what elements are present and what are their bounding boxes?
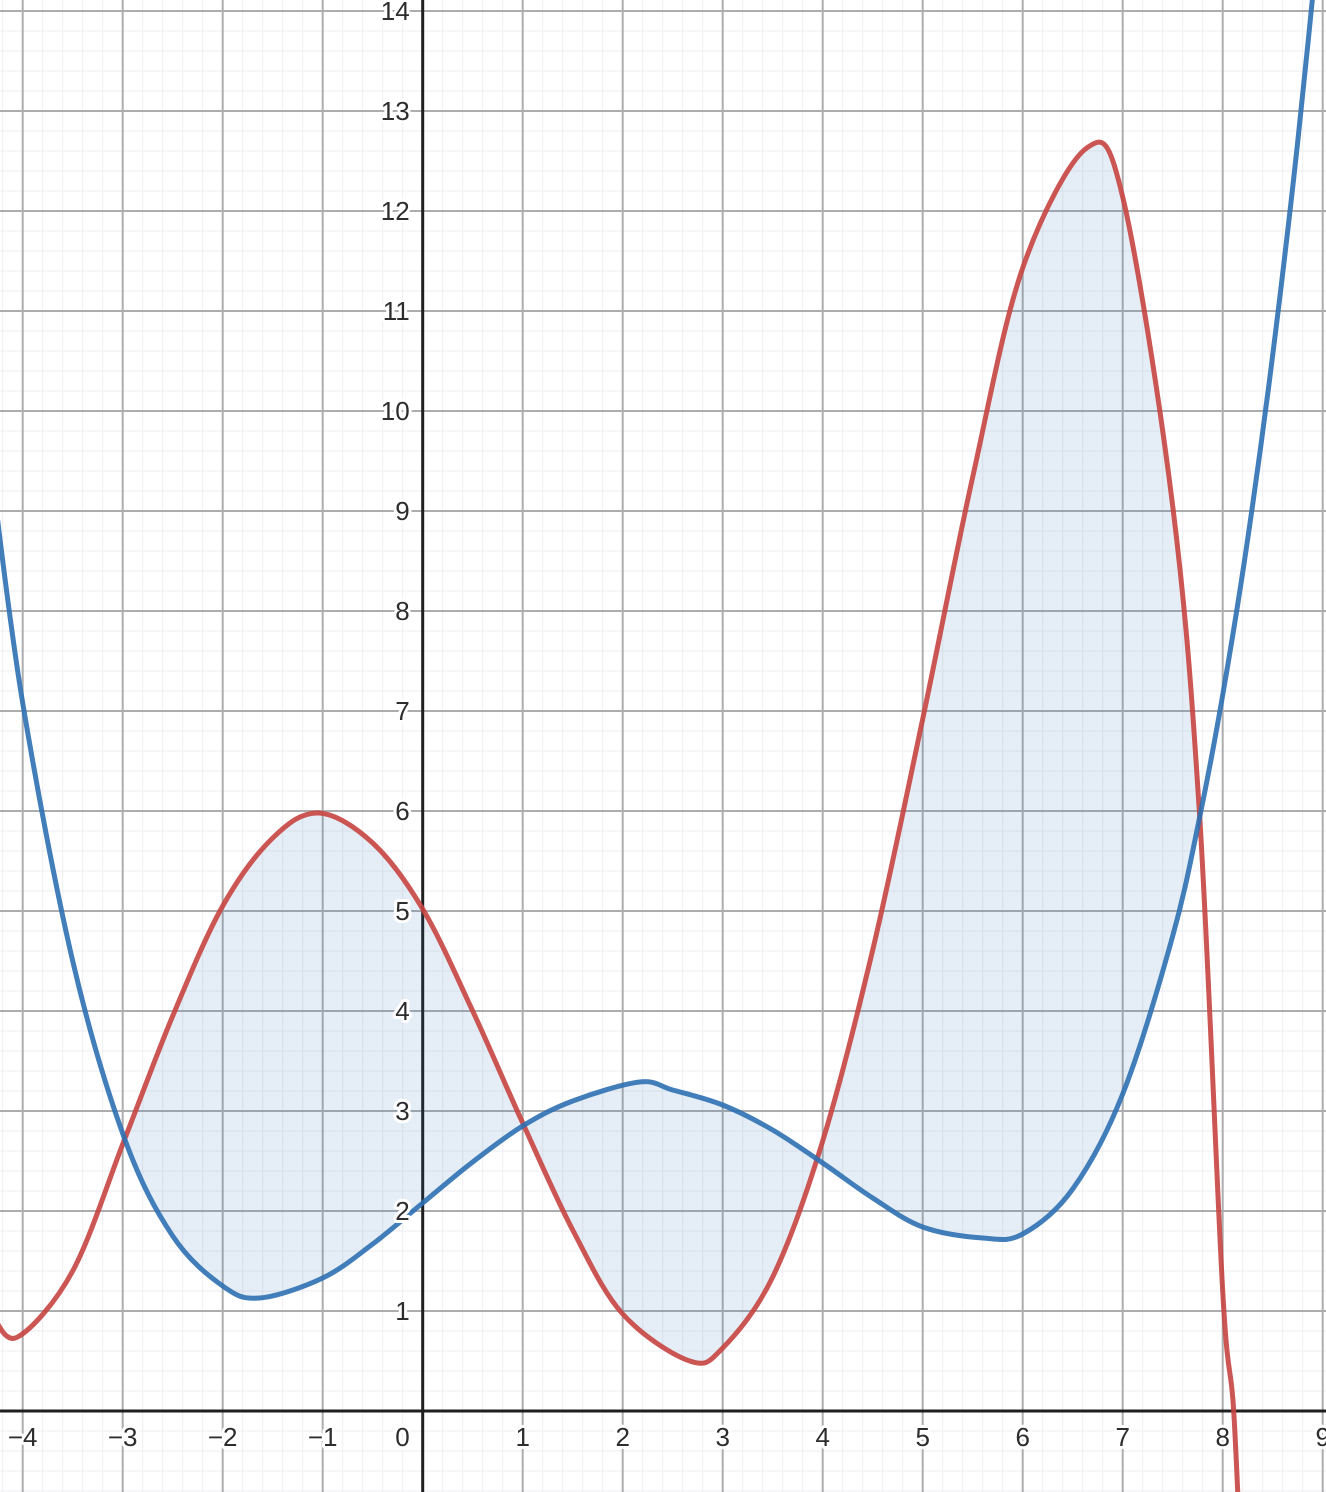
y-tick-label: 14 [381,0,410,26]
y-tick-label: 13 [381,96,410,126]
y-tick-label: 11 [383,296,410,326]
y-tick-label: 7 [395,696,409,726]
red-curve[interactable] [0,139,1243,1492]
y-tick-label: 3 [395,1096,409,1126]
x-tick-label: 7 [1115,1422,1129,1452]
x-tick-label: −1 [308,1422,338,1452]
blue-curve[interactable] [0,0,1323,1301]
x-tick-label: −3 [108,1422,138,1452]
x-tick-label: 2 [615,1422,629,1452]
x-tick-label: 4 [815,1422,829,1452]
y-tick-label: 12 [381,196,410,226]
shaded-region [124,142,1200,1364]
y-tick-label: 9 [395,496,409,526]
y-tick-label: 6 [395,796,409,826]
x-tick-label: 6 [1015,1422,1029,1452]
x-tick-label: 1 [515,1422,529,1452]
x-tick-label: 3 [715,1422,729,1452]
x-tick-label: 0 [395,1422,409,1452]
y-tick-label: 1 [395,1296,409,1326]
y-tick-label: 5 [395,896,409,926]
x-tick-label: −4 [8,1422,38,1452]
y-tick-label: 8 [395,596,409,626]
x-tick-label: −2 [208,1422,238,1452]
x-tick-label: 9 [1315,1422,1326,1452]
y-tick-label: 4 [395,996,409,1026]
x-tick-label: 8 [1215,1422,1229,1452]
y-tick-label: 10 [381,396,410,426]
y-tick-label: 2 [395,1196,409,1226]
x-tick-label: 5 [915,1422,929,1452]
